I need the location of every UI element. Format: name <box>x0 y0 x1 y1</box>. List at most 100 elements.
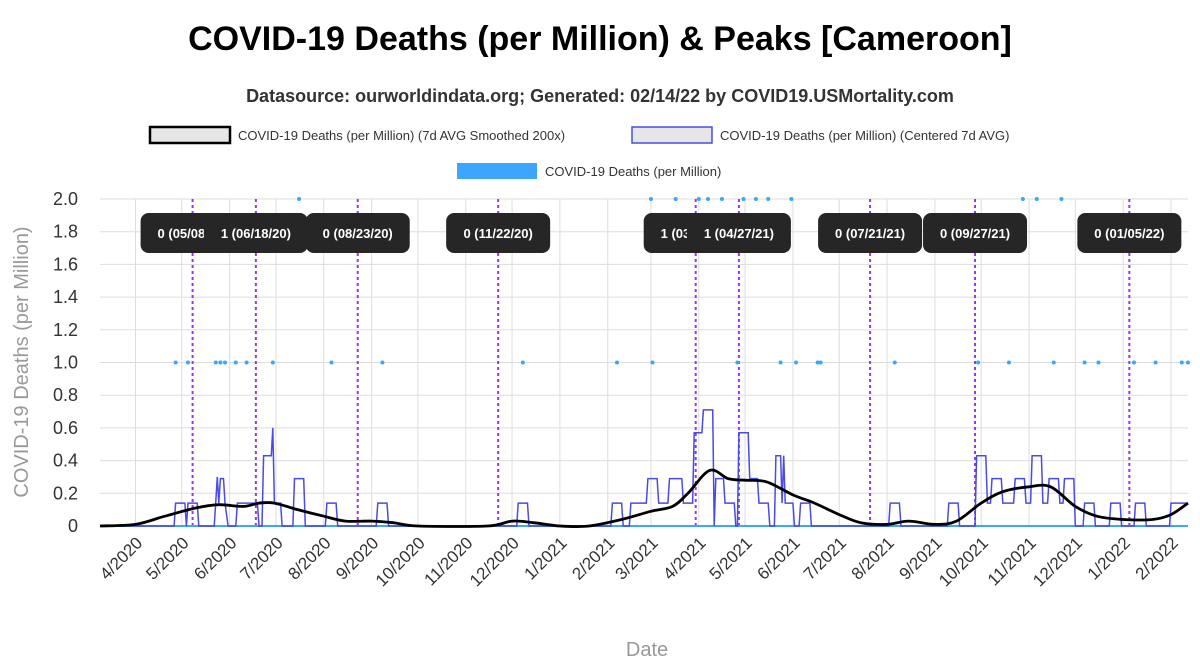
daily-point <box>753 197 758 201</box>
daily-point <box>213 360 218 365</box>
y-tick-label: 1.8 <box>53 222 78 242</box>
daily-point <box>766 197 771 201</box>
daily-point <box>650 360 655 365</box>
daily-point <box>233 360 238 365</box>
peak-label-box <box>203 213 308 253</box>
y-tick-label: 0 <box>68 516 78 536</box>
y-tick-label: 2.0 <box>53 189 78 209</box>
peak-label-box <box>305 213 410 253</box>
y-tick-label: 1.2 <box>53 320 78 340</box>
chart-subtitle: Datasource: ourworldindata.org; Generate… <box>246 86 954 106</box>
daily-point <box>380 360 385 365</box>
peak-label-box <box>1077 213 1182 253</box>
daily-point <box>297 197 302 201</box>
daily-point <box>520 360 525 365</box>
y-tick-label: 1.4 <box>53 287 78 307</box>
peak-label-text: 1 (04/27/21) <box>704 226 774 241</box>
peak-label-text: 0 (08/23/20) <box>323 226 393 241</box>
daily-point <box>173 360 178 365</box>
daily-point <box>1096 360 1101 365</box>
daily-point <box>892 360 897 365</box>
legend-label-daily: COVID-19 Deaths (per Million) <box>545 164 721 179</box>
daily-point <box>794 360 799 365</box>
y-tick-label: 1.0 <box>53 353 78 373</box>
peak-label-box <box>818 213 923 253</box>
x-tick-label: 12/2020 <box>466 533 523 590</box>
x-axis-title: Date <box>626 639 668 661</box>
x-tick-label: 7/2020 <box>237 533 287 583</box>
daily-point <box>696 197 701 201</box>
x-tick-label: 8/2021 <box>848 533 898 583</box>
daily-point <box>270 360 275 365</box>
legend-swatch-daily <box>457 163 537 179</box>
x-tick-label: 1/2021 <box>521 533 571 583</box>
daily-point <box>815 360 820 365</box>
daily-point <box>1059 197 1064 201</box>
daily-point <box>706 197 711 201</box>
legend: COVID-19 Deaths (per Million) (7d AVG Sm… <box>148 125 1009 179</box>
daily-point <box>976 360 981 365</box>
daily-point <box>1153 360 1158 365</box>
legend-label-smoothed: COVID-19 Deaths (per Million) (7d AVG Sm… <box>238 128 565 143</box>
daily-series <box>100 197 1190 527</box>
daily-point <box>648 197 653 201</box>
peak-label-text: 0 (01/05/22) <box>1094 226 1164 241</box>
peak-label-box <box>686 213 791 253</box>
daily-point <box>223 360 228 365</box>
legend-label-centered: COVID-19 Deaths (per Million) (Centered … <box>720 128 1009 143</box>
y-tick-label: 1.6 <box>53 254 78 274</box>
chart-title: COVID-19 Deaths (per Million) & Peaks [C… <box>188 20 1012 58</box>
daily-point <box>741 197 746 201</box>
x-tick-label: 10/2020 <box>372 533 429 590</box>
daily-point <box>1006 360 1011 365</box>
y-tick-label: 0.4 <box>53 451 78 471</box>
daily-point <box>818 360 823 365</box>
daily-point <box>1131 360 1136 365</box>
x-tick-label: 11/2021 <box>984 533 1040 589</box>
x-tick-label: 11/2020 <box>421 533 477 589</box>
legend-swatch-smoothed <box>148 125 232 145</box>
x-tick-label: 2/2022 <box>1132 533 1182 583</box>
daily-point <box>244 360 249 365</box>
daily-point <box>218 360 223 365</box>
peak-label-text: 0 (11/22/20) <box>463 226 532 241</box>
daily-point <box>1034 197 1039 201</box>
x-tick-label: 5/2021 <box>706 533 756 583</box>
daily-point <box>1082 360 1087 365</box>
daily-point <box>1179 360 1184 365</box>
daily-point <box>614 360 619 365</box>
x-tick-label: 8/2020 <box>284 533 334 583</box>
y-tick-label: 0.8 <box>53 385 78 405</box>
daily-point <box>1051 360 1056 365</box>
x-tick-label: 6/2021 <box>754 533 804 583</box>
x-axis: 4/20205/20206/20207/20208/20209/202010/2… <box>96 533 1182 590</box>
daily-point <box>719 197 724 201</box>
peak-label-text: 0 (07/21/21) <box>835 226 905 241</box>
y-tick-label: 0.2 <box>53 483 78 503</box>
daily-point <box>673 197 678 201</box>
x-tick-label: 1/2022 <box>1084 533 1134 583</box>
x-tick-label: 6/2020 <box>190 533 240 583</box>
daily-point <box>789 197 794 201</box>
peak-label-box <box>923 213 1028 253</box>
peak-label-box <box>446 213 551 253</box>
x-tick-label: 5/2020 <box>142 533 192 583</box>
x-tick-label: 12/2021 <box>1029 533 1086 590</box>
x-tick-label: 3/2021 <box>612 533 662 583</box>
daily-point <box>185 360 190 365</box>
legend-swatch-centered <box>631 126 713 144</box>
x-tick-label: 4/2020 <box>96 533 146 583</box>
daily-point <box>1186 360 1190 365</box>
x-tick-label: 7/2021 <box>800 533 850 583</box>
centered-7d-avg-line <box>100 409 1188 527</box>
daily-point <box>329 360 334 365</box>
y-tick-label: 0.6 <box>53 418 78 438</box>
y-axis-title: COVID-19 Deaths (per Million) <box>11 226 33 497</box>
daily-point <box>1020 197 1025 201</box>
x-tick-label: 4/2021 <box>659 533 709 583</box>
y-axis: 0 0.2 0.4 0.6 0.8 1.0 1.2 1.4 1.6 1.8 2.0 <box>53 189 78 536</box>
smoothed-line <box>99 468 1189 529</box>
peak-label-text: 1 (06/18/20) <box>221 226 291 241</box>
peak-labels: 0 (05/08/20)1 (06/18/20) 0 (08/23/20) 0 (1… <box>140 213 1182 253</box>
